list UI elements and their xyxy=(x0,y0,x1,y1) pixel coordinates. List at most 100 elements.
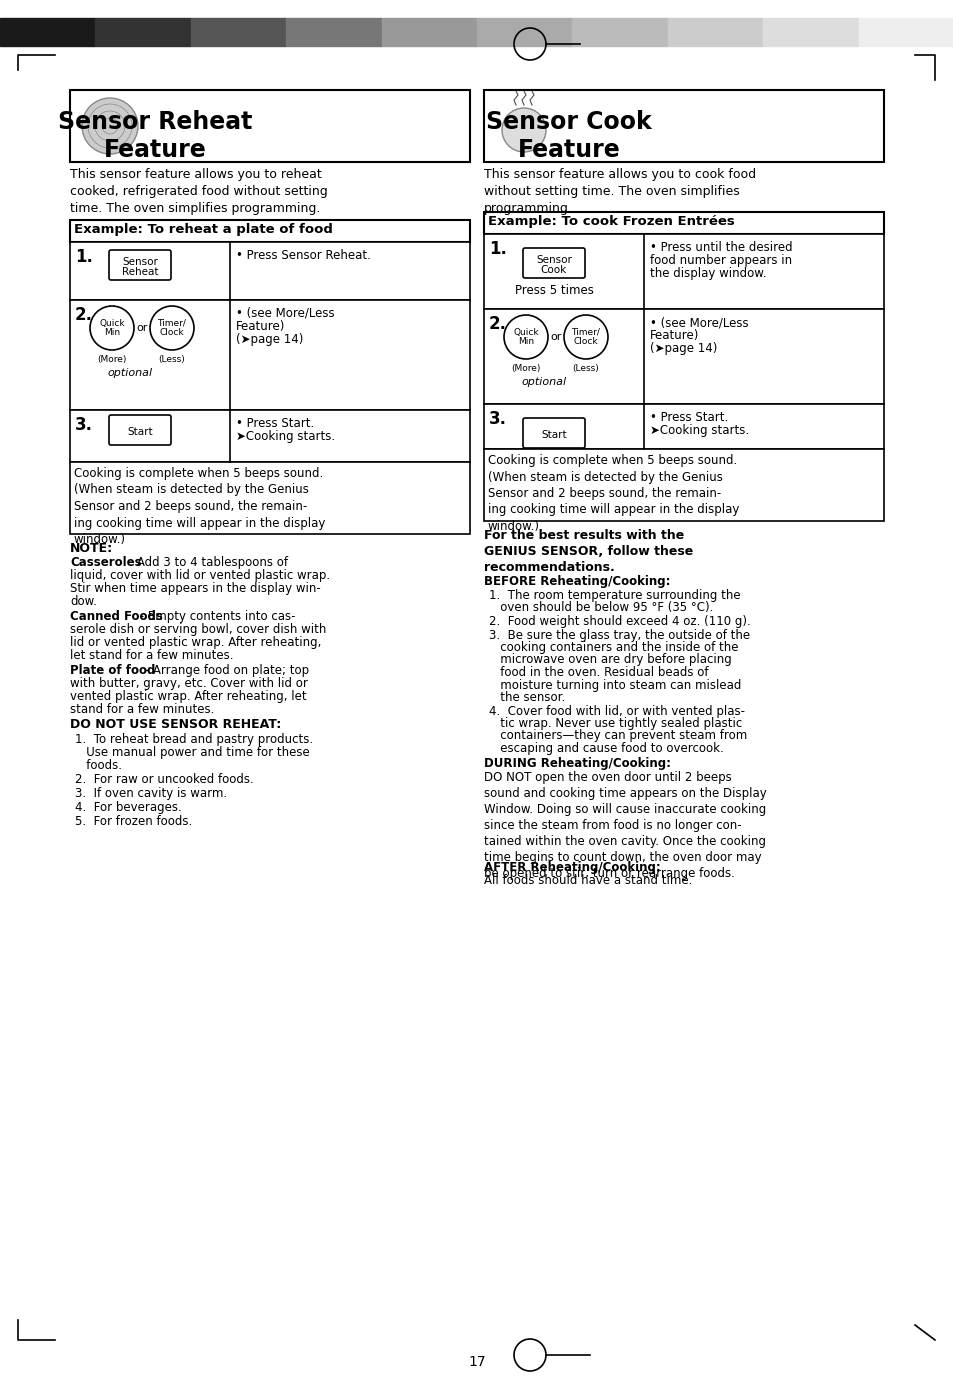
FancyBboxPatch shape xyxy=(109,414,171,445)
Bar xyxy=(483,234,883,309)
Bar xyxy=(95,18,191,46)
Bar xyxy=(70,243,470,299)
Text: 4.  Cover food with lid, or with vented plas-: 4. Cover food with lid, or with vented p… xyxy=(489,704,744,718)
Bar xyxy=(483,309,883,403)
Bar xyxy=(762,18,858,46)
Bar xyxy=(70,299,470,410)
Text: • Press Start.: • Press Start. xyxy=(649,412,727,424)
Text: Start: Start xyxy=(127,427,152,437)
Text: serole dish or serving bowl, cover dish with: serole dish or serving bowl, cover dish … xyxy=(70,622,326,636)
Text: This sensor feature allows you to reheat
cooked, refrigerated food without setti: This sensor feature allows you to reheat… xyxy=(70,168,328,215)
Text: Quick
Min: Quick Min xyxy=(99,319,125,337)
Text: (➤page 14): (➤page 14) xyxy=(235,333,303,346)
Text: (➤page 14): (➤page 14) xyxy=(649,342,717,355)
Bar xyxy=(0,18,95,46)
Text: Casseroles: Casseroles xyxy=(70,556,141,570)
FancyBboxPatch shape xyxy=(522,419,584,448)
Text: Cooking is complete when 5 beeps sound.
(When steam is detected by the Genius
Se: Cooking is complete when 5 beeps sound. … xyxy=(74,467,325,546)
Text: foods.: foods. xyxy=(75,760,122,772)
Text: Cooking is complete when 5 beeps sound.
(When steam is detected by the Genius
Se: Cooking is complete when 5 beeps sound. … xyxy=(488,455,739,534)
Text: Press 5 times: Press 5 times xyxy=(514,284,593,297)
Bar xyxy=(572,18,667,46)
Text: moisture turning into steam can mislead: moisture turning into steam can mislead xyxy=(489,679,740,692)
Circle shape xyxy=(501,108,545,152)
Text: 3.  Be sure the glass tray, the outside of the: 3. Be sure the glass tray, the outside o… xyxy=(489,628,749,642)
Text: food number appears in: food number appears in xyxy=(649,254,791,267)
Bar xyxy=(191,18,286,46)
Text: escaping and cause food to overcook.: escaping and cause food to overcook. xyxy=(489,742,723,755)
Text: (More): (More) xyxy=(511,365,540,373)
Text: lid or vented plastic wrap. After reheating,: lid or vented plastic wrap. After reheat… xyxy=(70,636,321,649)
Text: 1.  To reheat bread and pastry products.: 1. To reheat bread and pastry products. xyxy=(75,733,313,746)
Text: stand for a few minutes.: stand for a few minutes. xyxy=(70,703,214,717)
Text: All foods should have a stand time.: All foods should have a stand time. xyxy=(483,873,692,887)
Text: • (see More/Less: • (see More/Less xyxy=(649,316,748,328)
Text: Example: To reheat a plate of food: Example: To reheat a plate of food xyxy=(74,223,333,236)
Text: Canned Foods: Canned Foods xyxy=(70,610,163,622)
Text: Sensor Reheat
Feature: Sensor Reheat Feature xyxy=(58,109,252,162)
Bar xyxy=(381,18,476,46)
Circle shape xyxy=(563,315,607,359)
Text: with butter, gravy, etc. Cover with lid or: with butter, gravy, etc. Cover with lid … xyxy=(70,676,308,690)
Text: - Empty contents into cas-: - Empty contents into cas- xyxy=(136,610,295,622)
Text: - Arrange food on plate; top: - Arrange food on plate; top xyxy=(141,664,310,676)
Text: Feature): Feature) xyxy=(235,320,285,333)
Text: • Press until the desired: • Press until the desired xyxy=(649,241,792,254)
Bar xyxy=(858,18,953,46)
Text: Plate of food: Plate of food xyxy=(70,664,155,676)
Text: 1.: 1. xyxy=(489,240,506,258)
Text: Feature): Feature) xyxy=(649,328,699,342)
Text: (More): (More) xyxy=(97,355,127,365)
Text: 2.  Food weight should exceed 4 oz. (110 g).: 2. Food weight should exceed 4 oz. (110 … xyxy=(489,615,750,628)
Text: Sensor
Cook: Sensor Cook xyxy=(536,255,572,276)
FancyBboxPatch shape xyxy=(109,249,171,280)
Text: 17: 17 xyxy=(468,1356,485,1369)
Bar xyxy=(667,18,762,46)
Text: 4.  For beverages.: 4. For beverages. xyxy=(75,801,182,814)
Text: NOTE:: NOTE: xyxy=(70,542,113,554)
Text: DO NOT open the oven door until 2 beeps
sound and cooking time appears on the Di: DO NOT open the oven door until 2 beeps … xyxy=(483,771,766,880)
Text: Sensor
Reheat: Sensor Reheat xyxy=(122,256,158,277)
Text: optional: optional xyxy=(521,377,566,387)
Text: cooking containers and the inside of the: cooking containers and the inside of the xyxy=(489,640,738,654)
Text: DO NOT USE SENSOR REHEAT:: DO NOT USE SENSOR REHEAT: xyxy=(70,718,281,730)
Text: the display window.: the display window. xyxy=(649,267,765,280)
Text: Timer/
Clock: Timer/ Clock xyxy=(571,327,599,346)
Text: • (see More/Less: • (see More/Less xyxy=(235,308,335,320)
Bar xyxy=(483,212,883,234)
Text: 3.  If oven cavity is warm.: 3. If oven cavity is warm. xyxy=(75,787,227,800)
Text: Example: To cook Frozen Entrées: Example: To cook Frozen Entrées xyxy=(488,215,734,229)
Circle shape xyxy=(82,98,138,154)
Text: ➤Cooking starts.: ➤Cooking starts. xyxy=(649,424,748,437)
Text: DURING Reheating/Cooking:: DURING Reheating/Cooking: xyxy=(483,758,670,771)
Bar xyxy=(70,220,470,243)
Text: the sensor.: the sensor. xyxy=(489,692,565,704)
Bar xyxy=(70,90,470,162)
Text: Sensor Cook
Feature: Sensor Cook Feature xyxy=(486,109,651,162)
Text: This sensor feature allows you to cook food
without setting time. The oven simpl: This sensor feature allows you to cook f… xyxy=(483,168,756,215)
Text: vented plastic wrap. After reheating, let: vented plastic wrap. After reheating, le… xyxy=(70,690,306,703)
Bar xyxy=(476,18,572,46)
Text: food in the oven. Residual beads of: food in the oven. Residual beads of xyxy=(489,667,708,679)
Text: - Add 3 to 4 tablespoons of: - Add 3 to 4 tablespoons of xyxy=(125,556,288,570)
Text: optional: optional xyxy=(108,369,152,378)
Circle shape xyxy=(150,306,193,351)
Text: containers—they can prevent steam from: containers—they can prevent steam from xyxy=(489,729,746,743)
Text: 2.: 2. xyxy=(75,306,92,324)
Text: microwave oven are dry before placing: microwave oven are dry before placing xyxy=(489,654,731,667)
Text: Timer/
Clock: Timer/ Clock xyxy=(157,319,186,337)
Text: • Press Start.: • Press Start. xyxy=(235,417,314,430)
Text: 5.  For frozen foods.: 5. For frozen foods. xyxy=(75,815,193,827)
Bar xyxy=(483,90,883,162)
Text: or: or xyxy=(136,323,148,333)
Text: 3.: 3. xyxy=(75,416,92,434)
Text: Stir when time appears in the display win-: Stir when time appears in the display wi… xyxy=(70,582,320,595)
Text: 2.: 2. xyxy=(489,315,506,333)
FancyBboxPatch shape xyxy=(522,248,584,279)
Text: 1.  The room temperature surrounding the: 1. The room temperature surrounding the xyxy=(489,589,740,602)
Bar xyxy=(70,462,470,534)
Text: liquid, cover with lid or vented plastic wrap.: liquid, cover with lid or vented plastic… xyxy=(70,570,330,582)
Text: 1.: 1. xyxy=(75,248,92,266)
Text: AFTER Reheating/Cooking:: AFTER Reheating/Cooking: xyxy=(483,861,660,873)
Text: ➤Cooking starts.: ➤Cooking starts. xyxy=(235,430,335,444)
